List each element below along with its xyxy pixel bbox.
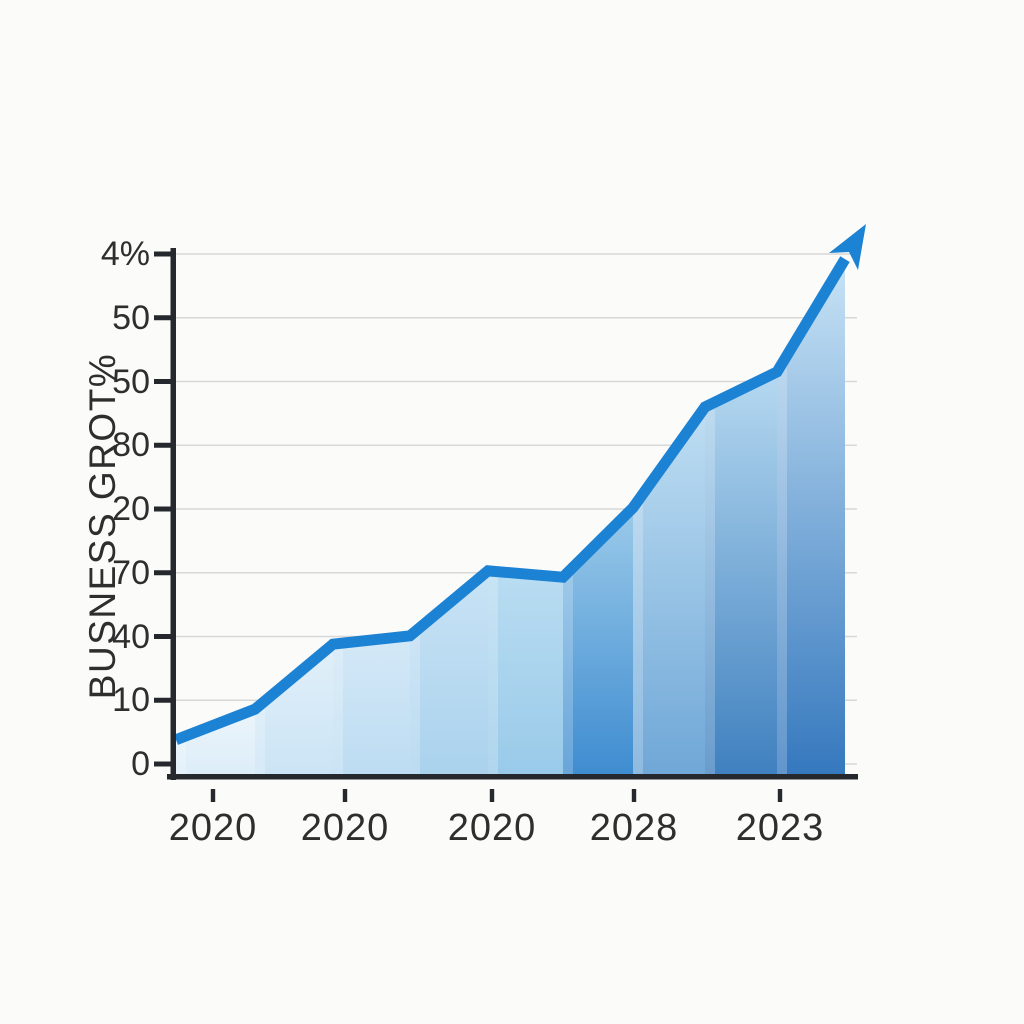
band-edge-highlight — [633, 259, 643, 776]
band-edge-highlight — [777, 259, 787, 776]
y-tick-mark — [154, 697, 171, 703]
x-tick-mark — [631, 789, 637, 802]
x-tick-label: 2020 — [168, 807, 258, 849]
x-tick-label: 2028 — [589, 807, 679, 849]
x-tick-mark — [210, 789, 216, 802]
x-tick-mark — [342, 789, 348, 802]
y-tick-mark — [154, 442, 171, 448]
x-tick-label: 2023 — [735, 807, 825, 849]
y-tick-label: 20 — [112, 490, 150, 528]
area-band — [176, 259, 255, 776]
band-edge-highlight — [255, 259, 265, 776]
y-tick-label: 50 — [112, 298, 150, 337]
y-tick-label: 10 — [112, 681, 150, 720]
x-axis-line — [167, 774, 858, 780]
band-edge-highlight — [176, 259, 186, 776]
x-tick-mark — [489, 789, 495, 802]
y-tick-mark — [154, 570, 171, 576]
x-tick-mark — [777, 789, 783, 802]
x-tick-label: 2020 — [300, 807, 390, 849]
area-band — [410, 259, 488, 776]
y-tick-mark — [154, 634, 171, 639]
y-tick-mark — [154, 506, 171, 512]
y-axis-line — [170, 248, 176, 780]
area-band — [333, 259, 410, 776]
trend-line — [174, 256, 850, 745]
y-tick-label: 0 — [131, 745, 150, 783]
area-band — [777, 259, 845, 776]
band-edge-highlight — [563, 259, 573, 776]
band-edge-highlight — [488, 259, 498, 776]
y-tick-label: 70 — [112, 553, 150, 592]
area-band — [633, 259, 705, 776]
y-axis-title: BUSNESS GROT% — [82, 352, 123, 700]
y-tick-mark — [154, 379, 171, 384]
y-tick-label: 50 — [112, 362, 150, 401]
y-tick-mark — [154, 761, 171, 767]
y-tick-label: 4% — [100, 235, 150, 273]
y-tick-label: 80 — [112, 426, 150, 465]
y-tick-mark — [154, 251, 171, 257]
band-edge-highlight — [333, 259, 343, 776]
band-edge-highlight — [705, 259, 715, 776]
area-band — [488, 259, 563, 776]
area-band — [563, 259, 633, 776]
y-tick-label: 40 — [112, 617, 150, 656]
x-tick-label: 2020 — [447, 807, 537, 849]
y-tick-mark — [154, 315, 171, 321]
arrowhead-icon — [829, 224, 866, 270]
band-edge-highlight — [410, 259, 420, 776]
